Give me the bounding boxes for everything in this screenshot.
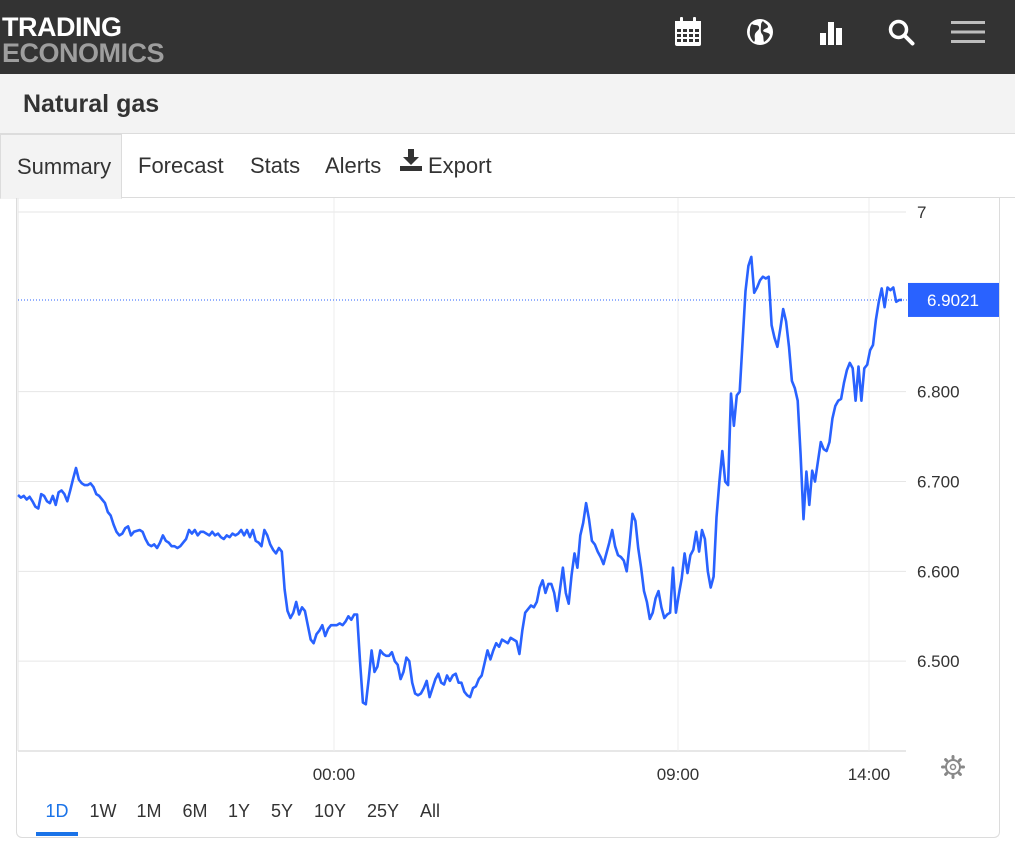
- top-bar: TRADING ECONOMICS: [0, 0, 1015, 74]
- range-25y[interactable]: 25Y: [366, 801, 400, 821]
- x-tick-label: 00:00: [313, 765, 356, 784]
- title-bar: Natural gas: [0, 74, 1015, 134]
- last-value-badge: 6.9021: [908, 282, 999, 317]
- bar-chart-icon[interactable]: [815, 16, 847, 48]
- x-tick-label: 14:00: [848, 765, 891, 784]
- logo[interactable]: TRADING ECONOMICS: [2, 12, 165, 68]
- globe-icon[interactable]: [744, 16, 776, 48]
- download-icon: [400, 132, 422, 196]
- range-1m[interactable]: 1M: [136, 801, 162, 821]
- page-title: Natural gas: [23, 90, 160, 118]
- range-1d[interactable]: 1D: [36, 796, 78, 836]
- tab-alerts[interactable]: Alerts: [325, 153, 382, 178]
- y-tick-label: 7: [917, 203, 926, 222]
- settings-icon[interactable]: [941, 755, 965, 779]
- range-1w[interactable]: 1W: [89, 801, 117, 821]
- y-tick-label: 6.800: [917, 383, 960, 402]
- range-5y[interactable]: 5Y: [270, 801, 294, 821]
- price-chart[interactable]: 7 6.800 6.700 6.600 6.500 00:00 09:00 14:00 6.9…: [0, 198, 1015, 798]
- range-10y[interactable]: 10Y: [313, 801, 347, 821]
- x-tick-label: 09:00: [657, 765, 700, 784]
- tab-export[interactable]: Export: [400, 134, 492, 198]
- tab-stats[interactable]: Stats: [250, 153, 301, 178]
- search-icon[interactable]: [885, 16, 917, 48]
- tab-forecast[interactable]: Forecast: [138, 153, 224, 178]
- y-tick-label: 6.700: [917, 473, 960, 492]
- range-6m[interactable]: 6M: [182, 801, 208, 821]
- last-value-label: 6.9021: [927, 291, 979, 310]
- tab-bar: Summary Forecast Stats Alerts Export: [0, 134, 1015, 199]
- tab-export-label: Export: [428, 153, 492, 178]
- logo-line2: ECONOMICS: [2, 38, 165, 68]
- range-1y[interactable]: 1Y: [227, 801, 251, 821]
- menu-icon[interactable]: [950, 16, 986, 48]
- y-tick-label: 6.500: [917, 652, 960, 671]
- logo-line1: TRADING: [2, 12, 122, 42]
- y-tick-label: 6.600: [917, 562, 960, 581]
- tab-summary[interactable]: Summary: [0, 134, 123, 199]
- series-line: [17, 255, 903, 706]
- range-all[interactable]: All: [419, 801, 440, 821]
- calendar-icon[interactable]: [672, 16, 704, 48]
- chart-frame: [16, 198, 1000, 838]
